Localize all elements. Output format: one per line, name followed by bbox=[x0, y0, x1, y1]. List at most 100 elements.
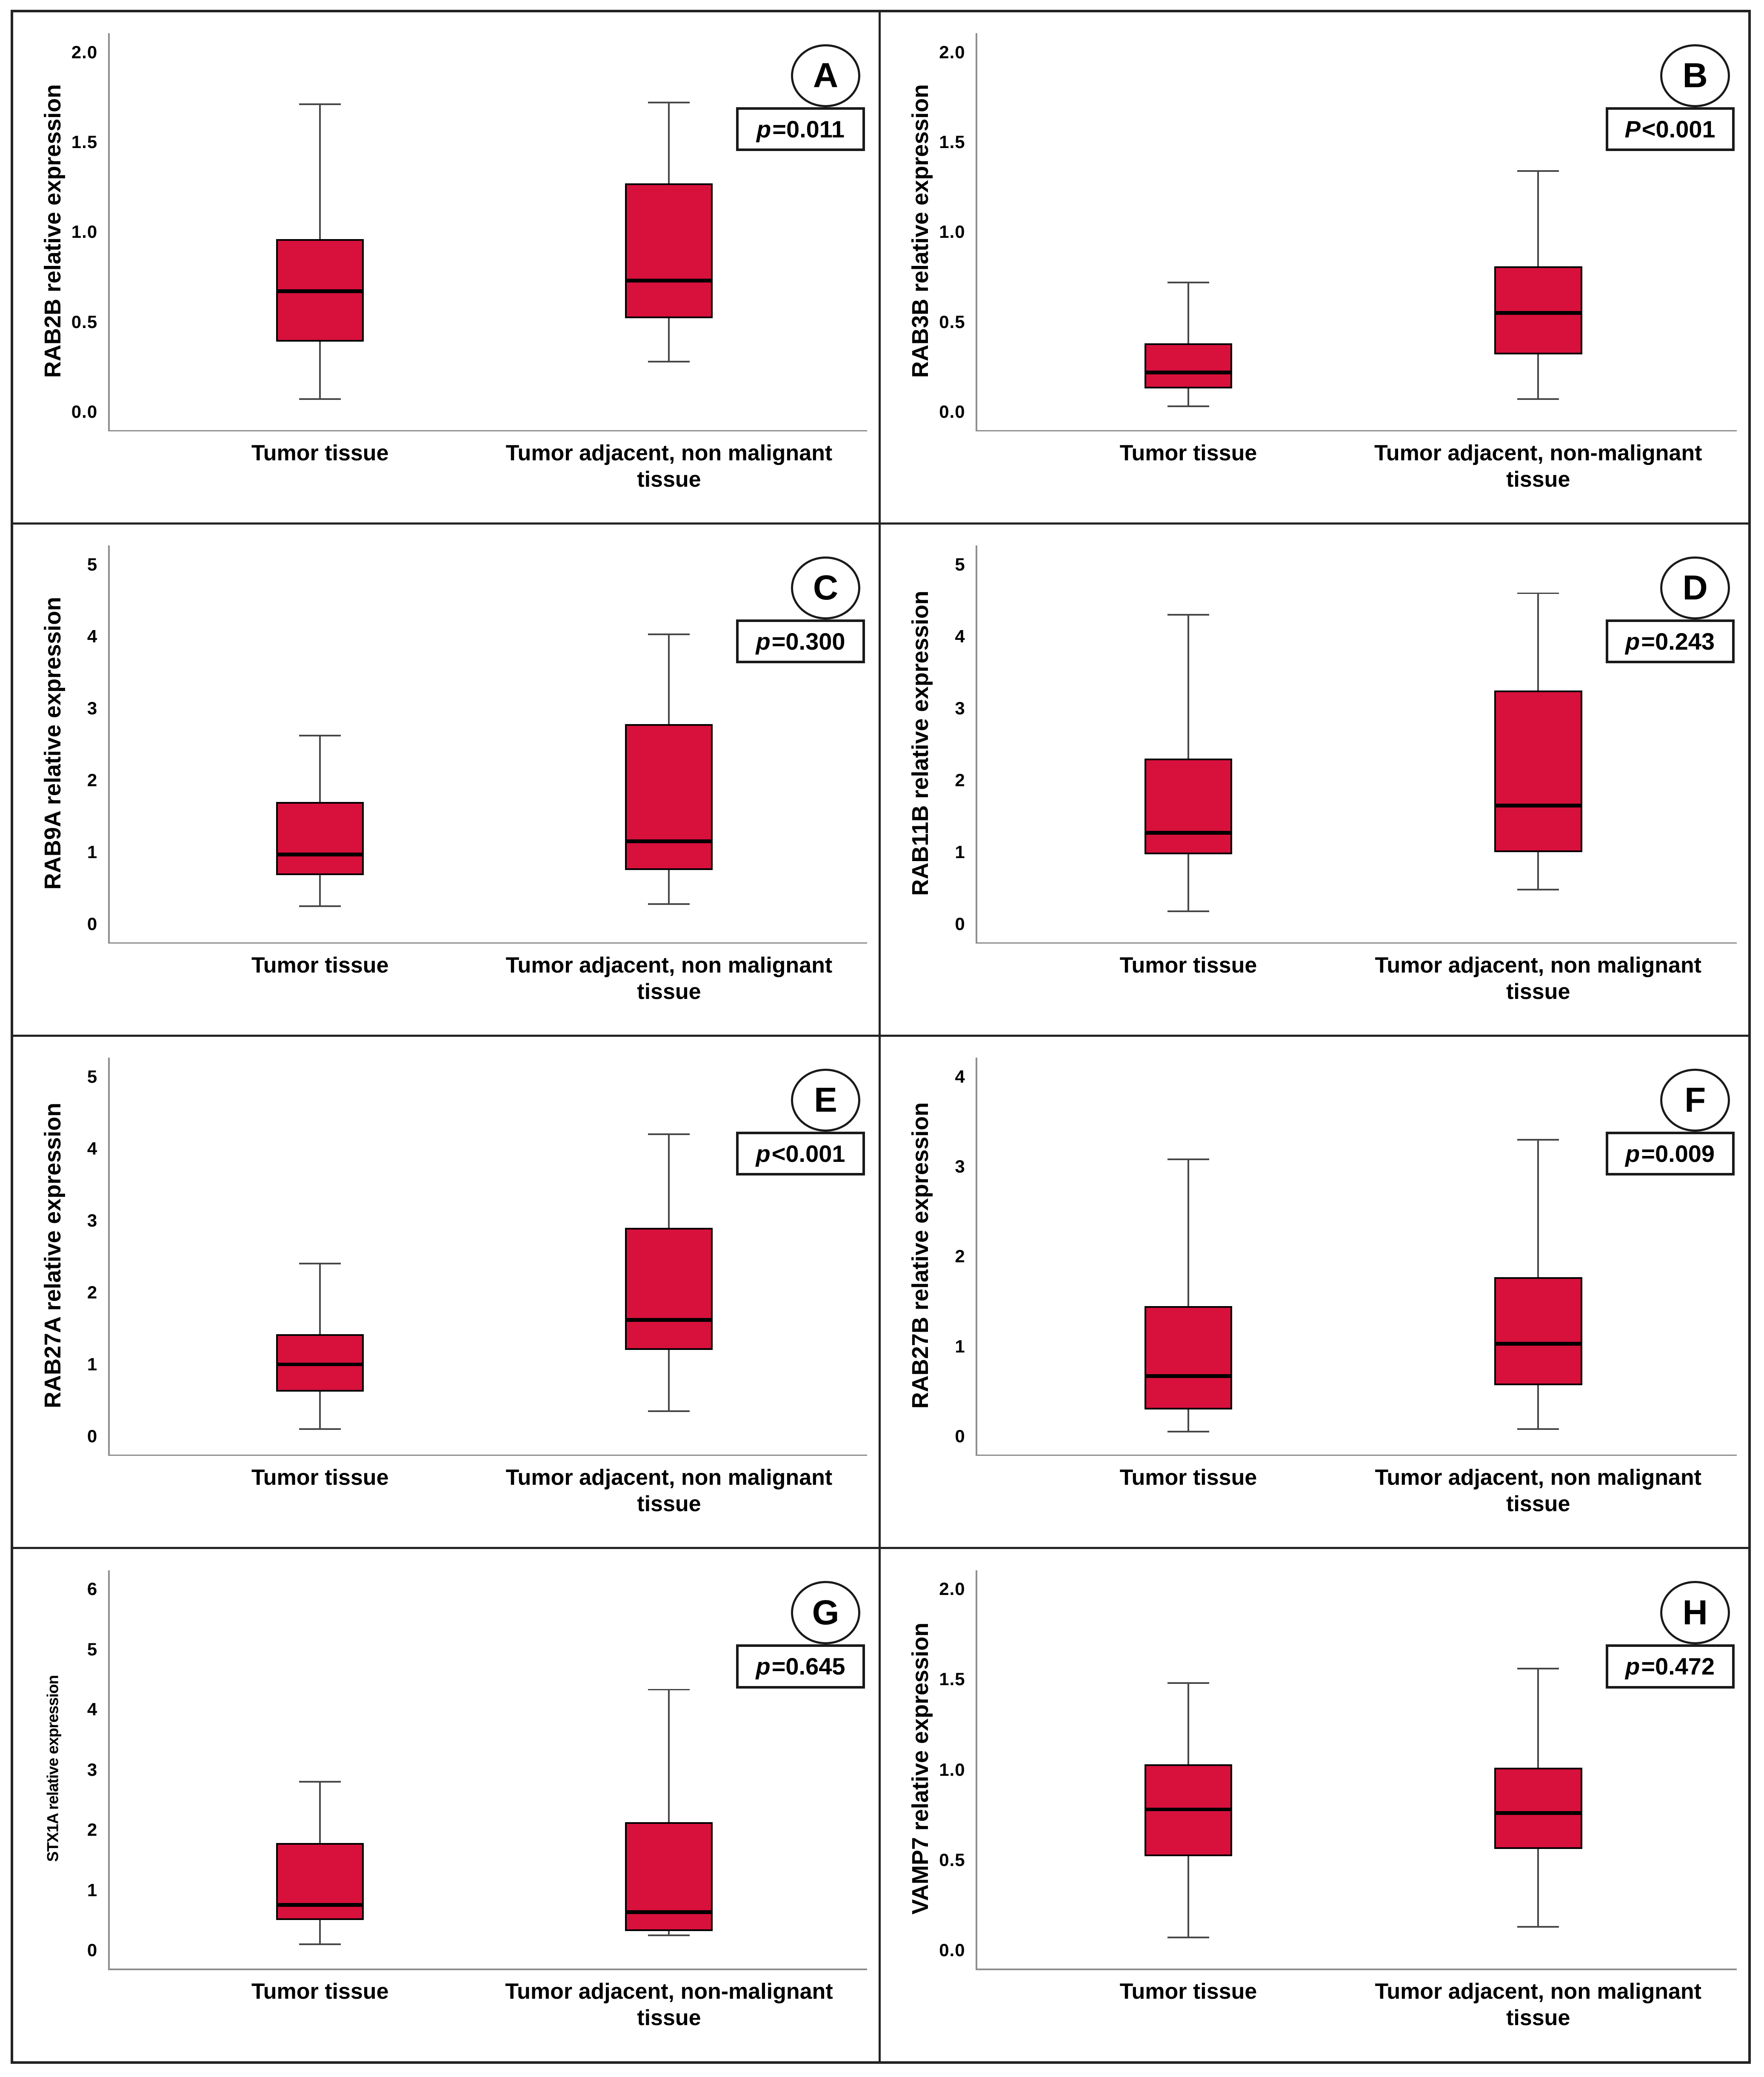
median-line bbox=[1146, 1374, 1231, 1378]
y-tick-label: 0 bbox=[955, 914, 965, 934]
median-line bbox=[1496, 1811, 1581, 1815]
box-iqr bbox=[625, 724, 713, 870]
box-iqr bbox=[1494, 1768, 1582, 1849]
x-axis bbox=[976, 430, 1737, 432]
whisker-cap-bottom bbox=[648, 1410, 690, 1412]
x-axis bbox=[976, 942, 1737, 944]
y-axis bbox=[976, 1058, 978, 1455]
median-line bbox=[627, 839, 711, 844]
y-tick-label: 3 bbox=[87, 1210, 98, 1230]
p-symbol: p bbox=[756, 1652, 771, 1680]
x-axis bbox=[108, 1454, 868, 1456]
p-value: <0.001 bbox=[771, 1140, 845, 1167]
y-tick-label: 1 bbox=[87, 842, 98, 862]
category-label: Tumor tissue bbox=[251, 1465, 389, 1490]
y-tick-label: 4 bbox=[87, 1138, 98, 1158]
whisker-cap-bottom bbox=[1167, 405, 1210, 408]
panel-letter-badge: E bbox=[791, 1069, 860, 1132]
whisker-upper bbox=[1187, 1159, 1189, 1306]
whisker-cap-top bbox=[1167, 1158, 1210, 1161]
whisker-cap-top bbox=[299, 1263, 341, 1265]
whisker-cap-top bbox=[1517, 592, 1559, 594]
panel-e: 5 4 3 2 1 0 RAB27A relative expression Tumor ti… bbox=[13, 1037, 881, 1549]
whisker-cap-top bbox=[299, 103, 341, 106]
category-label: Tumor adjacent, non malignant tissue bbox=[505, 441, 833, 492]
y-axis-label: RAB9A relative expression bbox=[40, 596, 66, 890]
p-value-box: p <0.001 bbox=[736, 1132, 865, 1176]
y-axis-label: STX1A relative expression bbox=[44, 1675, 62, 1862]
y-axis-label: RAB11B relative expression bbox=[908, 591, 933, 896]
panel-c: 5 4 3 2 1 0 RAB9A relative expression Tumor tis… bbox=[13, 525, 881, 1037]
y-axis bbox=[976, 545, 978, 942]
y-axis-label: RAB3B relative expression bbox=[908, 84, 933, 378]
box-iqr bbox=[1144, 759, 1233, 855]
y-tick-label: 0 bbox=[87, 914, 98, 934]
whisker-lower bbox=[668, 318, 670, 362]
whisker-lower bbox=[1537, 354, 1539, 399]
whisker-lower bbox=[1537, 1385, 1539, 1429]
y-tick-label: 0.5 bbox=[939, 1849, 965, 1870]
y-tick-label: 3 bbox=[955, 698, 965, 718]
p-value: =0.472 bbox=[1641, 1652, 1715, 1680]
y-tick-label: 1.5 bbox=[71, 132, 98, 152]
panel-g: 6 5 4 3 2 1 0 STX1A relative expression Tumor ti… bbox=[13, 1549, 881, 2061]
p-symbol: p bbox=[1625, 1652, 1640, 1680]
whisker-cap-bottom bbox=[299, 398, 341, 400]
whisker-upper bbox=[1537, 171, 1539, 266]
whisker-cap-bottom bbox=[648, 1934, 690, 1936]
median-line bbox=[627, 279, 711, 282]
panel-a: 2.0 1.5 1.0 0.5 0.0 RAB2B relative expression… bbox=[13, 12, 881, 525]
panel-h: 2.0 1.5 1.0 0.5 0.0 VAMP7 relative expression… bbox=[881, 1549, 1748, 2061]
y-tick-label: 4 bbox=[87, 626, 98, 646]
y-axis bbox=[976, 1570, 978, 1969]
category-label: Tumor tissue bbox=[1119, 953, 1257, 978]
box-iqr bbox=[1494, 1277, 1582, 1385]
whisker-lower bbox=[319, 1392, 321, 1429]
whisker-cap-top bbox=[1167, 1682, 1210, 1684]
x-axis bbox=[108, 942, 868, 944]
panel-letter: A bbox=[813, 56, 839, 95]
y-tick-label: 1 bbox=[955, 842, 965, 862]
p-value: =0.300 bbox=[771, 628, 845, 655]
panel-letter-badge: G bbox=[791, 1581, 860, 1645]
panel-letter: F bbox=[1684, 1081, 1706, 1120]
whisker-cap-top bbox=[1517, 170, 1559, 172]
y-tick-label: 5 bbox=[955, 554, 965, 574]
whisker-lower bbox=[668, 870, 670, 904]
category-label: Tumor adjacent, non malignant tissue bbox=[505, 1465, 833, 1516]
y-tick-label: 5 bbox=[87, 1066, 98, 1087]
y-tick-label: 0 bbox=[87, 1940, 98, 1960]
whisker-cap-bottom bbox=[648, 903, 690, 905]
y-tick-label: 2 bbox=[955, 1246, 965, 1267]
y-tick-label: 0 bbox=[955, 1426, 965, 1446]
p-value: =0.645 bbox=[771, 1652, 845, 1680]
y-tick-label: 0.0 bbox=[71, 402, 98, 422]
whisker-cap-top bbox=[1517, 1138, 1559, 1141]
p-symbol: p bbox=[756, 1140, 771, 1167]
whisker-lower bbox=[319, 342, 321, 399]
whisker-cap-bottom bbox=[299, 1428, 341, 1430]
category-label: Tumor adjacent, non-malignant tissue bbox=[505, 1979, 833, 2030]
median-line bbox=[278, 1362, 363, 1367]
median-line bbox=[1146, 830, 1231, 835]
median-line bbox=[1496, 803, 1581, 807]
panel-letter-badge: H bbox=[1660, 1581, 1730, 1645]
y-axis bbox=[976, 33, 978, 430]
category-label: Tumor tissue bbox=[251, 953, 389, 978]
whisker-upper bbox=[1187, 282, 1189, 344]
whisker-upper bbox=[319, 104, 321, 240]
whisker-upper bbox=[319, 1264, 321, 1334]
panel-letter: B bbox=[1682, 56, 1708, 95]
whisker-upper bbox=[668, 1689, 670, 1822]
box-iqr bbox=[625, 1822, 713, 1931]
whisker-cap-top bbox=[1167, 614, 1210, 616]
y-tick-label: 4 bbox=[955, 626, 965, 646]
whisker-upper bbox=[1187, 1683, 1189, 1764]
panel-letter-badge: F bbox=[1660, 1069, 1730, 1132]
category-label: Tumor adjacent, non malignant tissue bbox=[505, 953, 833, 1004]
category-label: Tumor adjacent, non malignant tissue bbox=[1375, 953, 1701, 1004]
median-line bbox=[1496, 1341, 1581, 1346]
y-tick-label: 2 bbox=[955, 770, 965, 790]
whisker-cap-top bbox=[299, 1780, 341, 1783]
